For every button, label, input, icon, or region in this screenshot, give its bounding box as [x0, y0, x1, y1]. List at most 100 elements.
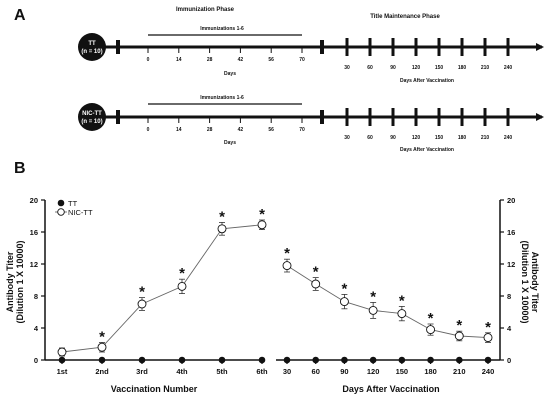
- y-tick-label: 4: [34, 324, 39, 333]
- x-tick-label: 120: [367, 367, 380, 376]
- day-tick-label: 0: [147, 57, 150, 63]
- immunizations-label: Immunizations 1-6: [200, 95, 244, 101]
- day-ticks: 0 14 28 42 56 70: [147, 117, 305, 133]
- group-count: (n = 10): [81, 49, 102, 55]
- significance-star: *: [313, 264, 319, 281]
- x-axis-title: Vaccination Number: [111, 384, 198, 394]
- data-point-nic-tt: [137, 299, 147, 309]
- after-tick-label: 180: [458, 135, 467, 141]
- data-point-nic-tt: [426, 325, 436, 335]
- y-tick-label: 4: [507, 324, 512, 333]
- y-tick-label: 16: [507, 228, 515, 237]
- y-tick-label: 0: [507, 356, 511, 365]
- significance-star: *: [284, 245, 290, 262]
- after-tick-label: 120: [412, 135, 421, 141]
- after-tick-label: 210: [481, 135, 490, 141]
- data-point-tt: [283, 356, 291, 364]
- x-tick-label: 6th: [256, 367, 268, 376]
- y-tick-label: 12: [507, 260, 515, 269]
- data-point-nic-tt: [339, 297, 349, 307]
- data-point-tt: [218, 356, 226, 364]
- immunizations-label: Immunizations 1-6: [200, 26, 244, 32]
- x-tick-label: 210: [453, 367, 466, 376]
- day-tick-label: 70: [299, 57, 305, 63]
- day-tick-label: 42: [238, 57, 244, 63]
- x-tick-label: 4th: [176, 367, 188, 376]
- x-tick-label: 150: [396, 367, 409, 376]
- y-tick-label: 8: [507, 292, 511, 301]
- plot-area: * * * * *: [57, 206, 267, 364]
- after-tick-label: 30: [344, 65, 350, 71]
- data-point-nic-tt: [57, 347, 67, 357]
- break-mark: [320, 40, 324, 54]
- legend-label-nic-tt: NIC-TT: [68, 208, 93, 217]
- x-tick-label: 240: [482, 367, 495, 376]
- group-badge: [78, 103, 106, 131]
- data-point-tt: [98, 356, 106, 364]
- day-tick-label: 70: [299, 127, 305, 133]
- data-point-tt: [398, 356, 406, 364]
- legend-label-tt: TT: [68, 199, 78, 208]
- x-tick-label: 3rd: [136, 367, 148, 376]
- x-tick-label: 30: [283, 367, 291, 376]
- data-point-tt: [58, 356, 66, 364]
- data-point-tt: [258, 356, 266, 364]
- day-tick-label: 56: [268, 127, 274, 133]
- after-tick-label: 30: [344, 135, 350, 141]
- after-tick-label: 150: [435, 65, 444, 71]
- day-tick-label: 28: [207, 127, 213, 133]
- data-point-nic-tt: [368, 305, 378, 315]
- day-ticks: 0 14 28 42 56 70: [147, 47, 305, 63]
- data-point-tt: [484, 356, 492, 364]
- y-tick-label: 12: [30, 260, 38, 269]
- x-axis-title: Days After Vaccination: [342, 384, 439, 394]
- significance-star: *: [485, 319, 491, 336]
- group-badge: [78, 33, 106, 61]
- y-tick-label: 0: [34, 356, 38, 365]
- days-label: Days: [224, 71, 236, 77]
- data-point-nic-tt: [177, 281, 187, 291]
- data-point-nic-tt: [282, 261, 292, 271]
- y-tick-label: 20: [30, 196, 38, 205]
- y-tick-label: 8: [34, 292, 38, 301]
- after-tick-label: 210: [481, 65, 490, 71]
- data-point-tt: [341, 356, 348, 364]
- group-name: TT: [88, 41, 96, 47]
- significance-star: *: [428, 310, 434, 327]
- left-chart: 0 4 8 12 16 20 1st 2nd 3rd 4th 5th 6th Antibody Ti…: [5, 196, 268, 394]
- y-axis-title: Antibody Titer: [5, 251, 15, 312]
- break-mark: [116, 110, 120, 124]
- group-count: (n = 10): [81, 119, 102, 125]
- y-ticks: 0 4 8 12 16 20: [30, 196, 45, 365]
- legend: TT NIC-TT: [55, 199, 93, 217]
- after-ticks: 30 60 90 120 150 180 210 240: [344, 38, 512, 71]
- x-tick-label: 60: [312, 367, 320, 376]
- y-axis-title-unit: (Dilution 1 X 10000): [520, 240, 530, 323]
- data-point-tt: [369, 356, 377, 364]
- data-point-nic-tt: [311, 279, 321, 289]
- after-tick-label: 60: [367, 65, 373, 71]
- y-tick-label: 16: [30, 228, 38, 237]
- immunization-phase-label: Immunization Phase: [176, 7, 235, 13]
- day-tick-label: 42: [238, 127, 244, 133]
- legend-marker-tt: [57, 199, 65, 207]
- right-chart: 0 4 8 12 16 20 30 60 90 120 150 180 210 240 Antibody…: [276, 196, 540, 394]
- data-point-nic-tt: [483, 333, 493, 343]
- day-tick-label: 14: [176, 57, 182, 63]
- legend-marker-nic-tt: [57, 208, 65, 216]
- x-ticks: 1st 2nd 3rd 4th 5th 6th: [57, 360, 268, 376]
- after-tick-label: 150: [435, 135, 444, 141]
- after-tick-label: 60: [367, 135, 373, 141]
- x-tick-label: 2nd: [95, 367, 109, 376]
- data-point-nic-tt: [397, 309, 407, 319]
- maintenance-phase-label: Title Maintenance Phase: [370, 14, 440, 20]
- break-mark: [116, 40, 120, 54]
- x-tick-label: 90: [340, 367, 348, 376]
- after-tick-label: 180: [458, 65, 467, 71]
- after-tick-label: 240: [504, 135, 513, 141]
- significance-star: *: [456, 317, 462, 334]
- data-point-tt: [427, 356, 434, 364]
- significance-star: *: [179, 265, 185, 282]
- day-tick-label: 56: [268, 57, 274, 63]
- after-ticks: 30 60 90 120 150 180 210 240: [344, 108, 512, 141]
